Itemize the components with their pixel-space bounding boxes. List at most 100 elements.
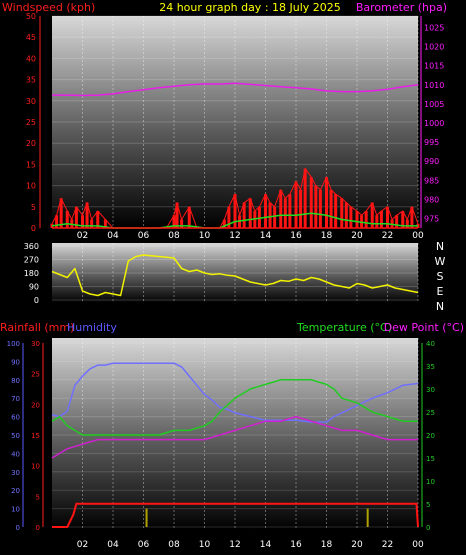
barometer-tick-label: 990 (424, 157, 439, 166)
windspeed-tick-label: 50 (26, 12, 36, 21)
x-tick-label: 12 (229, 231, 240, 241)
dewpoint-axis-label: Dew Point (°C) (384, 321, 464, 334)
x-tick-label: 00 (412, 540, 424, 550)
x-tick-label: 16 (290, 231, 302, 241)
windspeed-tick-label: 0 (31, 224, 36, 233)
barometer-tick-label: 980 (424, 195, 439, 204)
direction-tick-label: 360 (24, 242, 39, 251)
x-tick-label: 16 (290, 540, 302, 550)
temperature-tick-label: 20 (426, 432, 435, 440)
barometer-tick-label: 1010 (424, 81, 444, 90)
temperature-tick-label: 40 (426, 340, 435, 348)
direction-tick-label: 270 (24, 256, 39, 265)
x-tick-label: 12 (229, 540, 240, 550)
x-tick-label: 08 (168, 231, 180, 241)
rainfall-line (52, 502, 419, 528)
windspeed-tick-label: 40 (26, 54, 36, 63)
humidity-tick-label: 80 (11, 377, 20, 385)
wind-gust-line (51, 168, 419, 229)
humidity-tick-label: 100 (7, 340, 20, 348)
x-tick-label: 20 (351, 540, 363, 550)
temperature-tick-label: 15 (426, 455, 435, 463)
barometer-tick-label: 995 (424, 138, 439, 147)
barometer-axis-label: Barometer (hpa) (356, 1, 447, 14)
direction-tick-label: 90 (29, 283, 39, 292)
temp-humidity-plot-area (52, 338, 418, 530)
temperature-tick-label: 25 (426, 409, 435, 417)
humidity-tick-label: 10 (11, 506, 20, 514)
humidity-tick-label: 70 (11, 395, 20, 403)
rainfall-tick-label: 30 (31, 340, 40, 348)
humidity-tick-label: 0 (16, 524, 20, 532)
compass-label: S (437, 270, 444, 283)
x-tick-label: 20 (351, 231, 363, 241)
humidity-tick-label: 90 (11, 358, 20, 366)
barometer-tick-label: 975 (424, 214, 439, 223)
rainfall-tick-label: 5 (36, 493, 40, 501)
windspeed-tick-label: 20 (26, 139, 36, 148)
windspeed-tick-label: 15 (26, 160, 36, 169)
wind-pressure-plot-area (52, 16, 418, 228)
humidity-tick-label: 20 (11, 487, 20, 495)
rainfall-tick-label: 25 (31, 371, 40, 379)
x-tick-label: 04 (107, 231, 119, 241)
temperature-tick-label: 35 (426, 363, 435, 371)
x-tick-label: 22 (382, 231, 393, 241)
windspeed-tick-label: 25 (26, 118, 36, 127)
x-tick-label: 14 (260, 540, 272, 550)
compass-label: E (437, 285, 444, 298)
barometer-tick-label: 1025 (424, 23, 444, 32)
rainfall-axis-label: Rainfall (mm) (0, 321, 74, 334)
direction-tick-label: 0 (34, 296, 39, 305)
barometer-line (52, 82, 419, 97)
compass-label: W (435, 255, 446, 268)
windspeed-tick-label: 35 (26, 76, 36, 85)
x-tick-label: 18 (321, 231, 333, 241)
humidity-line (51, 362, 419, 423)
barometer-tick-label: 1000 (424, 119, 444, 128)
compass-label: N (436, 240, 444, 253)
x-tick-label: 10 (199, 231, 211, 241)
x-tick-label: 00 (412, 231, 424, 241)
x-tick-label: 08 (168, 540, 180, 550)
x-tick-label: 04 (107, 540, 119, 550)
dewpoint-line (51, 415, 418, 459)
temperature-axis-label: Temperature (°C) (296, 321, 392, 334)
x-tick-label: 18 (321, 540, 333, 550)
x-tick-label: 02 (77, 231, 88, 241)
temperature-tick-label: 30 (426, 386, 435, 394)
humidity-tick-label: 30 (11, 469, 20, 477)
windspeed-axis-label: Windspeed (kph) (2, 1, 95, 14)
x-tick-label: 06 (138, 231, 150, 241)
barometer-tick-label: 985 (424, 176, 439, 185)
windspeed-tick-label: 45 (26, 33, 36, 42)
barometer-tick-label: 1020 (424, 43, 444, 52)
compass-label: N (436, 300, 444, 313)
rainfall-tick-label: 20 (31, 401, 40, 409)
rainfall-tick-label: 15 (31, 432, 40, 440)
temperature-tick-label: 0 (426, 524, 430, 532)
barometer-tick-label: 1005 (424, 100, 444, 109)
x-tick-label: 10 (199, 540, 211, 550)
rainfall-tick-label: 0 (36, 524, 40, 532)
windspeed-tick-label: 10 (26, 182, 36, 191)
windspeed-tick-label: 30 (26, 97, 36, 106)
humidity-tick-label: 40 (11, 450, 20, 458)
x-tick-label: 14 (260, 231, 272, 241)
humidity-axis-label: Humidity (67, 321, 117, 334)
temperature-tick-label: 5 (426, 501, 430, 509)
x-tick-label: 22 (382, 540, 393, 550)
chart-title: 24 hour graph day : 18 July 2025 (159, 1, 341, 14)
direction-tick-label: 180 (24, 269, 39, 278)
temperature-line (51, 379, 418, 436)
humidity-tick-label: 60 (11, 414, 20, 422)
windspeed-tick-label: 5 (31, 203, 36, 212)
temperature-tick-label: 10 (426, 478, 435, 486)
x-tick-label: 06 (138, 540, 150, 550)
wind-direction-plot-area (52, 243, 418, 303)
x-tick-label: 02 (77, 540, 88, 550)
wind-direction-line (51, 254, 419, 297)
barometer-tick-label: 1015 (424, 62, 444, 71)
humidity-tick-label: 50 (11, 432, 20, 440)
